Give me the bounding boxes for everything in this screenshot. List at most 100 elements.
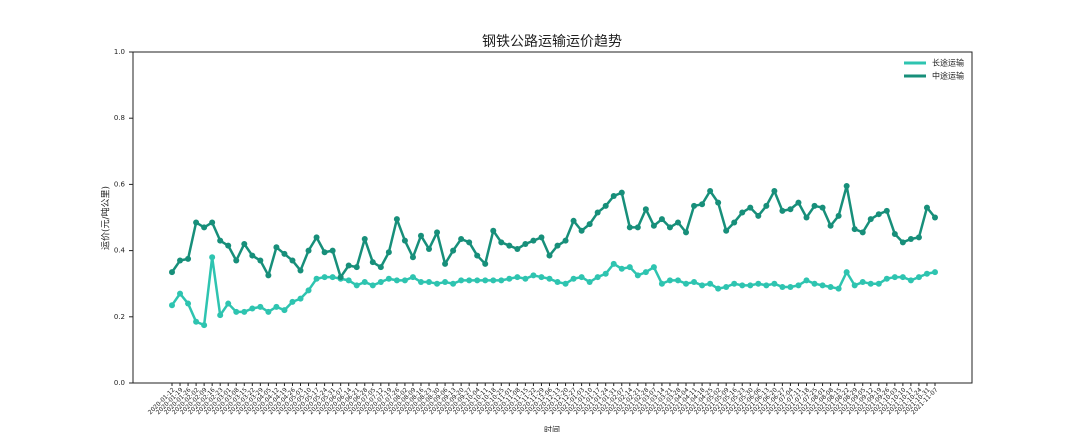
chart-title: 钢铁公路运输运价趋势 (482, 34, 622, 50)
data-point (666, 277, 673, 284)
data-point (843, 183, 850, 190)
data-point (795, 282, 802, 289)
data-point (466, 277, 473, 284)
data-point (257, 303, 264, 310)
data-point (907, 236, 914, 243)
data-point (666, 224, 673, 231)
data-point (875, 280, 882, 287)
data-point (634, 272, 641, 279)
legend-label: 中途运输 (932, 71, 964, 81)
data-point (594, 209, 601, 216)
data-point (217, 237, 224, 244)
data-point (177, 290, 184, 297)
data-point (273, 303, 280, 310)
data-point (361, 236, 368, 243)
data-point (835, 285, 842, 292)
data-point (313, 234, 320, 241)
data-point (851, 226, 858, 233)
data-point (538, 274, 545, 281)
data-point (305, 247, 312, 254)
data-point (723, 284, 730, 291)
data-point (490, 277, 497, 284)
data-point (867, 216, 874, 223)
data-point (482, 277, 489, 284)
data-point (570, 217, 577, 224)
data-point (482, 260, 489, 267)
data-point (779, 207, 786, 214)
data-point (658, 280, 665, 287)
data-point (915, 234, 922, 241)
data-point (201, 322, 208, 329)
data-point (723, 227, 730, 234)
data-point (522, 240, 529, 247)
y-tick-label: 0.4 (114, 247, 126, 255)
data-point (281, 307, 288, 314)
data-point (771, 188, 778, 195)
data-point (273, 244, 280, 251)
data-point (377, 279, 384, 286)
data-point (602, 270, 609, 277)
data-point (329, 274, 336, 281)
data-point (932, 214, 938, 221)
y-tick-label: 0.8 (114, 114, 125, 122)
data-point (426, 279, 433, 286)
data-point (393, 216, 400, 223)
data-point (514, 245, 521, 252)
data-point (506, 242, 513, 249)
y-tick-label: 1.0 (114, 48, 125, 56)
data-point (185, 300, 192, 307)
data-point (851, 282, 858, 289)
data-point (626, 264, 633, 271)
data-point (417, 279, 424, 286)
data-point (923, 270, 930, 277)
data-point (843, 269, 850, 276)
data-point (827, 222, 834, 229)
data-point (530, 272, 537, 279)
data-point (819, 282, 826, 289)
data-point (361, 279, 368, 286)
data-point (674, 277, 681, 284)
data-point (193, 219, 200, 226)
data-point (385, 249, 392, 256)
data-point (610, 192, 617, 199)
series-line (170, 184, 936, 279)
data-point (265, 308, 272, 315)
data-point (867, 280, 874, 287)
data-point (626, 224, 633, 231)
data-point (466, 239, 473, 246)
data-point (498, 277, 505, 284)
y-tick-label: 0.2 (114, 313, 125, 321)
data-point (891, 274, 898, 281)
data-point (642, 206, 649, 213)
data-point (658, 216, 665, 223)
data-point (803, 214, 810, 221)
data-point (514, 274, 521, 281)
series-line (170, 255, 936, 327)
data-point (755, 280, 762, 287)
data-point (779, 284, 786, 291)
data-point (522, 275, 529, 282)
data-point (683, 229, 690, 236)
data-point (586, 221, 593, 228)
data-point (169, 269, 175, 276)
data-point (177, 257, 184, 264)
data-point (674, 219, 681, 226)
data-point (321, 249, 328, 256)
data-point (610, 260, 617, 267)
data-point (578, 227, 585, 234)
data-point (369, 259, 376, 266)
data-point (594, 274, 601, 281)
data-point (225, 300, 232, 307)
data-point (458, 236, 465, 243)
data-point (297, 267, 304, 274)
data-point (257, 257, 264, 264)
data-point (474, 277, 481, 284)
data-point (570, 275, 577, 282)
data-point (233, 308, 240, 315)
data-point (859, 279, 866, 286)
data-point (554, 242, 561, 249)
data-point (859, 229, 866, 236)
data-point (787, 206, 794, 213)
data-point (329, 247, 336, 254)
data-point (699, 201, 706, 208)
